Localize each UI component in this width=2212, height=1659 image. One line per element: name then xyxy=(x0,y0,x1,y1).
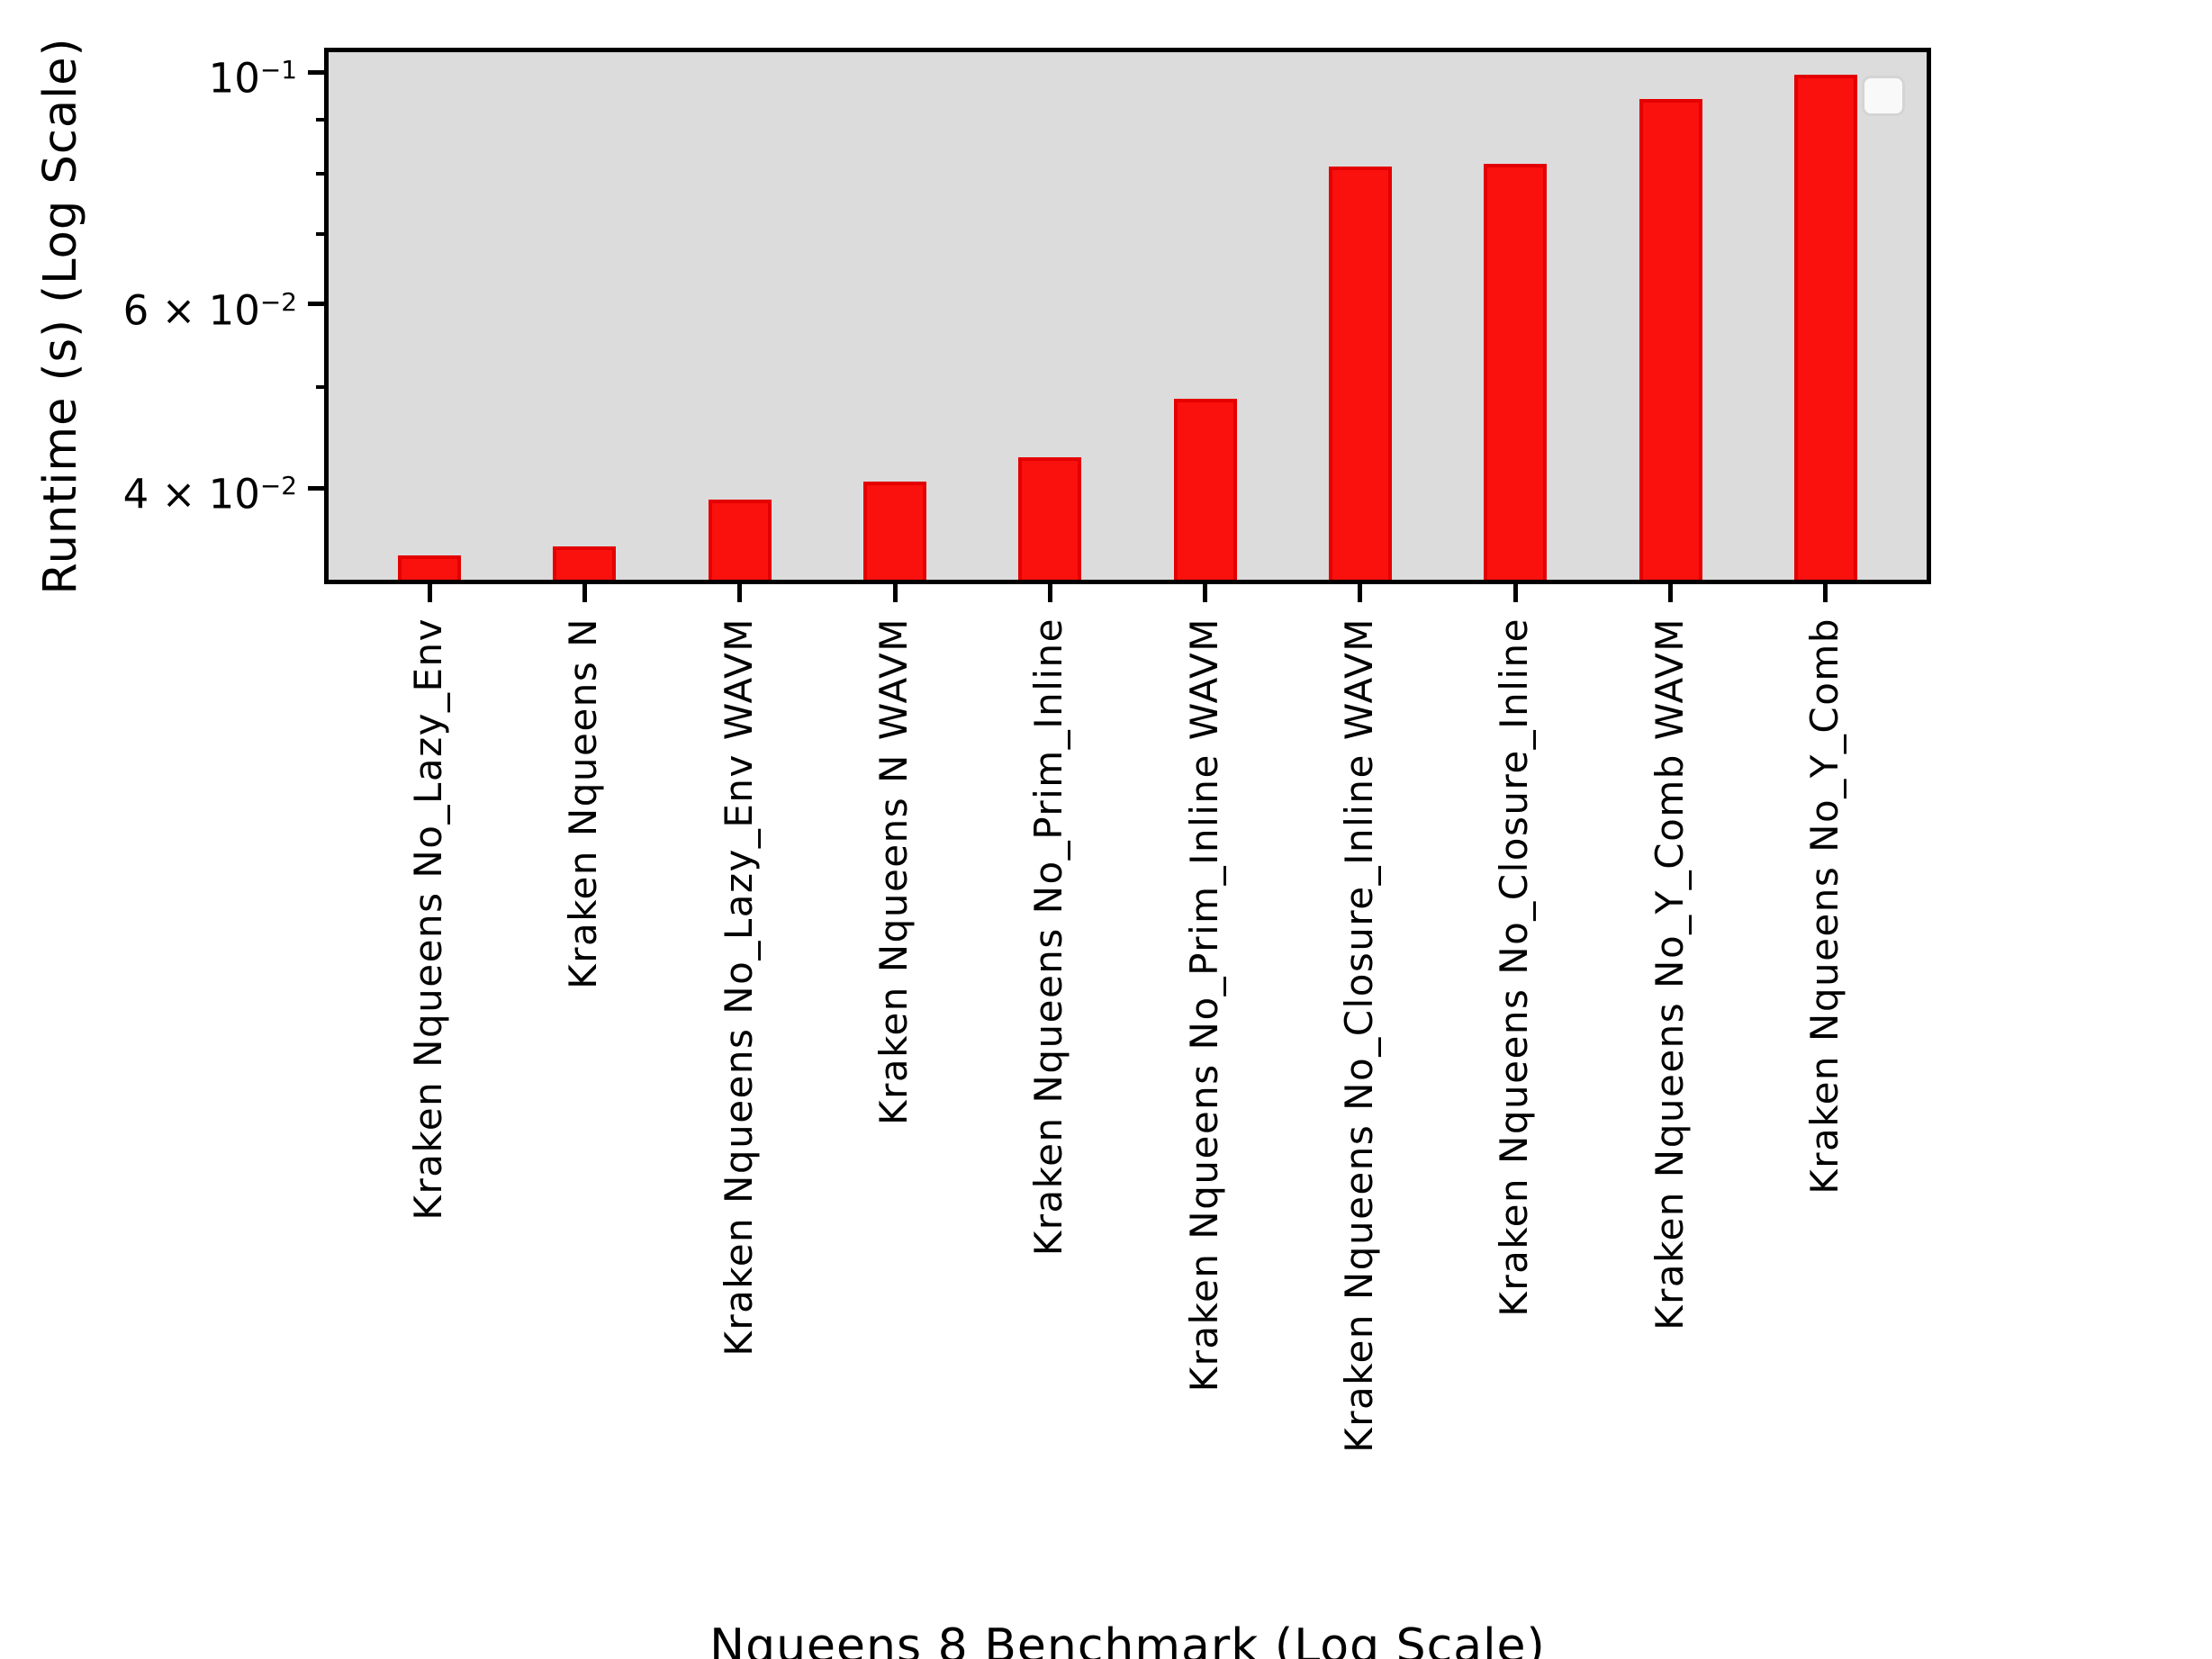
bar xyxy=(1639,98,1702,580)
bar xyxy=(553,545,617,580)
x-tick xyxy=(1512,584,1518,602)
legend-box xyxy=(1862,76,1905,116)
x-tick-label: Kraken Nqueens No_Lazy_Env WAVM xyxy=(716,618,761,1357)
bar xyxy=(708,500,772,580)
bar xyxy=(863,481,926,580)
x-axis-title: Nqueens 8 Benchmark (Log Scale) xyxy=(709,1619,1546,1659)
y-tick-major xyxy=(308,485,329,491)
y-tick-label: 4 × 10−2 xyxy=(122,470,297,518)
y-tick-minor xyxy=(316,384,329,389)
x-tick xyxy=(582,584,587,602)
x-tick-label: Kraken Nqueens No_Closure_Inline WAVM xyxy=(1336,618,1381,1453)
x-tick-label: Kraken Nqueens No_Prim_Inline xyxy=(1026,618,1071,1257)
bar xyxy=(1793,74,1857,580)
x-tick xyxy=(1823,584,1828,602)
y-tick-label: 6 × 10−2 xyxy=(122,286,297,335)
x-tick xyxy=(427,584,432,602)
y-tick-label: 10−1 xyxy=(208,54,297,103)
x-tick xyxy=(1668,584,1674,602)
x-tick-label: Kraken Nqueens No_Y_Comb WAVM xyxy=(1647,618,1692,1330)
y-tick-major xyxy=(308,302,329,307)
x-tick-label: Kraken Nqueens No_Lazy_Env xyxy=(406,618,450,1221)
x-tick-label: Kraken Nqueens No_Prim_Inline WAVM xyxy=(1181,618,1226,1393)
x-tick xyxy=(737,584,743,602)
bar xyxy=(1018,457,1082,580)
x-tick xyxy=(1047,584,1052,602)
x-tick xyxy=(892,584,898,602)
bar xyxy=(1484,163,1548,580)
bar xyxy=(398,555,461,580)
bar xyxy=(1328,167,1392,580)
y-tick-minor xyxy=(316,171,329,176)
y-tick-minor xyxy=(316,118,329,122)
y-tick-minor xyxy=(316,232,329,237)
x-tick-label: Kraken Nqueens No_Closure_Inline xyxy=(1492,618,1537,1317)
y-tick-major xyxy=(308,69,329,75)
x-tick xyxy=(1203,584,1208,602)
x-tick xyxy=(1358,584,1363,602)
bar xyxy=(1173,399,1237,580)
x-tick-label: Kraken Nqueens No_Y_Comb xyxy=(1801,618,1846,1195)
x-tick-label: Kraken Nqueens N WAVM xyxy=(871,618,916,1125)
x-tick-label: Kraken Nqueens N xyxy=(561,618,606,989)
